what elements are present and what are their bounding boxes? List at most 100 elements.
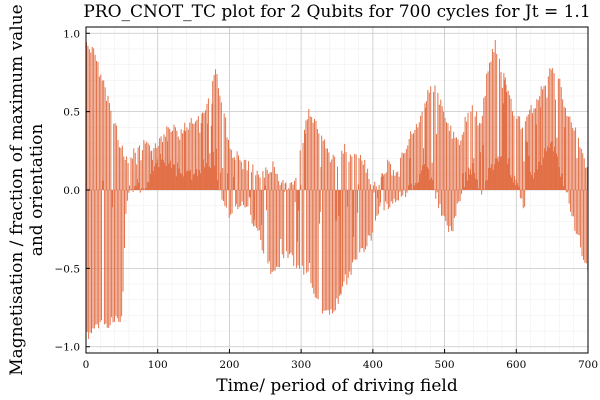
bar xyxy=(405,190,407,198)
bar xyxy=(458,144,460,190)
bar xyxy=(273,190,275,271)
bar xyxy=(426,167,428,190)
bar xyxy=(233,176,234,190)
bar xyxy=(298,190,300,211)
bar xyxy=(131,188,133,190)
bar xyxy=(154,166,156,190)
bar xyxy=(100,74,102,190)
bar xyxy=(401,152,403,190)
bar xyxy=(517,116,519,190)
bar xyxy=(359,154,361,190)
bar xyxy=(506,91,508,190)
bar xyxy=(96,60,98,190)
bar xyxy=(281,182,283,190)
bar xyxy=(452,190,454,232)
bar xyxy=(420,115,422,190)
bar xyxy=(579,147,581,190)
bar xyxy=(179,173,181,190)
bar xyxy=(392,170,394,190)
bar xyxy=(576,158,578,190)
bar xyxy=(429,179,431,190)
bar xyxy=(153,148,155,190)
bar xyxy=(409,158,411,190)
bar xyxy=(124,190,125,249)
bar xyxy=(459,190,461,202)
bar xyxy=(337,190,339,304)
bar xyxy=(291,182,293,190)
bar xyxy=(165,166,167,190)
bar xyxy=(141,150,143,190)
bar xyxy=(377,190,379,199)
bar xyxy=(297,190,299,266)
bar xyxy=(425,101,427,190)
bar xyxy=(255,175,257,190)
bar xyxy=(402,190,404,196)
bar xyxy=(398,176,400,190)
bar xyxy=(215,148,217,190)
bar xyxy=(418,122,420,190)
bar xyxy=(215,69,217,190)
bar xyxy=(364,190,366,250)
bar xyxy=(481,115,483,190)
bar xyxy=(572,190,574,217)
bar xyxy=(115,190,117,316)
bar xyxy=(104,87,106,190)
bar xyxy=(260,190,262,225)
bar xyxy=(264,185,266,190)
bar xyxy=(232,158,234,190)
bar xyxy=(534,108,536,190)
bar xyxy=(361,160,363,190)
bar xyxy=(190,117,192,190)
bar xyxy=(229,148,231,190)
bar xyxy=(220,172,222,190)
bar xyxy=(493,52,495,190)
bar xyxy=(549,68,551,190)
bar xyxy=(288,188,290,190)
bar xyxy=(248,190,250,197)
bar xyxy=(479,152,481,190)
bar xyxy=(356,190,358,260)
bar xyxy=(202,159,204,190)
bar xyxy=(349,190,351,272)
bar xyxy=(130,157,132,190)
bar xyxy=(463,131,465,190)
bar xyxy=(382,173,384,190)
bar xyxy=(88,49,90,190)
bar xyxy=(166,126,168,190)
bar xyxy=(212,80,214,190)
bar xyxy=(517,183,518,190)
bar xyxy=(440,99,442,190)
bar xyxy=(575,190,577,234)
bar xyxy=(227,139,229,190)
bar xyxy=(114,123,116,190)
bar xyxy=(516,118,518,190)
bar xyxy=(222,167,224,190)
bar xyxy=(483,97,485,190)
bar xyxy=(221,190,223,200)
bar xyxy=(415,182,417,190)
bar xyxy=(318,133,320,190)
bar xyxy=(210,167,212,190)
bar xyxy=(151,159,153,190)
bar xyxy=(539,96,541,190)
bar xyxy=(570,122,572,190)
bar xyxy=(230,190,232,215)
bar xyxy=(466,121,468,190)
bar xyxy=(124,160,126,190)
bar xyxy=(164,162,166,190)
bar xyxy=(316,190,318,299)
bar xyxy=(179,139,181,190)
bar xyxy=(284,183,286,190)
bar xyxy=(519,190,521,199)
y-tick-label: −1.0 xyxy=(55,342,81,354)
bar xyxy=(174,164,176,190)
bar xyxy=(354,153,356,190)
bar xyxy=(488,167,490,190)
bar xyxy=(443,190,445,217)
bar xyxy=(392,190,394,204)
bar xyxy=(163,134,165,190)
bar xyxy=(582,190,584,260)
bar xyxy=(382,175,384,190)
bar xyxy=(471,174,473,190)
bar xyxy=(328,152,330,190)
